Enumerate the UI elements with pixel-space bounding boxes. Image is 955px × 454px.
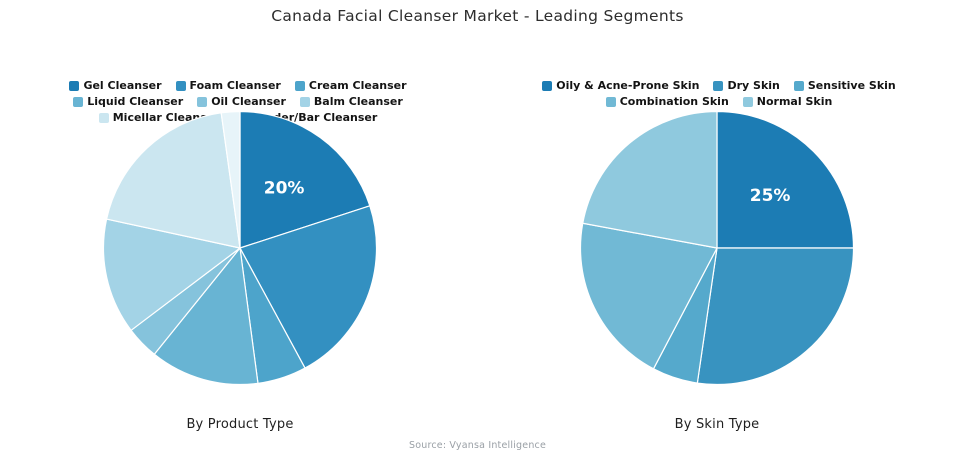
legend-swatch-icon (793, 80, 804, 91)
legend-item-oily-acne-prone-skin[interactable]: Oily & Acne-Prone Skin (542, 79, 699, 92)
legend-item-cream-cleanser[interactable]: Cream Cleanser (294, 79, 407, 92)
legend-swatch-icon (605, 96, 616, 107)
legend-swatch-icon (73, 96, 84, 107)
legend-label: Normal Skin (756, 95, 833, 108)
caption-by-skin-type: By Skin Type (674, 417, 760, 432)
legend-label: Foam Cleanser (189, 79, 281, 92)
legend-by-skin-type: Oily & Acne-Prone Skin Dry Skin Sensitive … (493, 79, 945, 108)
legend-item-foam-cleanser[interactable]: Foam Cleanser (175, 79, 281, 92)
pie-slice-gel-cleanser[interactable] (239, 110, 371, 249)
legend-item-dry-skin[interactable]: Dry Skin (713, 79, 780, 92)
legend-label: Gel Cleanser (83, 79, 162, 92)
legend-label: Cream Cleanser (308, 79, 407, 92)
pie-slice-liquid-cleanser[interactable] (153, 247, 259, 386)
legend-swatch-icon (299, 96, 310, 107)
legend-swatch-icon (197, 96, 208, 107)
pie-slice-foam-cleanser[interactable] (239, 205, 378, 369)
legend-swatch-icon (98, 112, 109, 123)
pie-data-label: 25% (750, 186, 791, 206)
legend-swatch-icon (742, 96, 753, 107)
pie-slice-dry-skin[interactable] (696, 247, 855, 386)
legend-label: Liquid Cleanser (87, 95, 184, 108)
legend-item-oil-cleanser[interactable]: Oil Cleanser (197, 95, 286, 108)
pie-slice-powder-bar-cleanser[interactable] (220, 110, 241, 249)
legend-item-gel-cleanser[interactable]: Gel Cleanser (69, 79, 162, 92)
pie-slice-balm-cleanser[interactable] (102, 218, 241, 331)
legend-item-liquid-cleanser[interactable]: Liquid Cleanser (73, 95, 183, 108)
pie-slice-oily-acne-prone-skin[interactable] (716, 110, 855, 249)
legend-label: Balm Cleanser (313, 95, 403, 108)
caption-by-product-type: By Product Type (186, 417, 294, 432)
legend-label: Combination Skin (619, 95, 729, 108)
pie-by-product-type: 20% (102, 110, 378, 386)
pie-slice-micellar-cleanser[interactable] (106, 112, 241, 249)
legend-swatch-icon (713, 80, 724, 91)
legend-swatch-icon (294, 80, 305, 91)
pie-slice-combination-skin[interactable] (579, 222, 718, 370)
pie-data-label: 20% (264, 178, 305, 198)
legend-swatch-icon (69, 80, 80, 91)
legend-item-normal-skin[interactable]: Normal Skin (742, 95, 833, 108)
pie-by-skin-type: 25% (579, 110, 855, 386)
legend-item-combination-skin[interactable]: Combination Skin (605, 95, 729, 108)
legend-item-sensitive-skin[interactable]: Sensitive Skin (793, 79, 896, 92)
pie-slice-normal-skin[interactable] (582, 110, 718, 249)
legend-swatch-icon (175, 80, 186, 91)
legend-label: Oil Cleanser (211, 95, 286, 108)
chart-title: Canada Facial Cleanser Market - Leading … (271, 7, 684, 25)
legend-label: Dry Skin (727, 79, 780, 92)
legend-label: Sensitive Skin (807, 79, 896, 92)
legend-item-balm-cleanser[interactable]: Balm Cleanser (299, 95, 403, 108)
legend-swatch-icon (542, 80, 553, 91)
source-note: Source: Vyansa Intelligence (408, 440, 547, 451)
legend-label: Oily & Acne-Prone Skin (556, 79, 700, 92)
